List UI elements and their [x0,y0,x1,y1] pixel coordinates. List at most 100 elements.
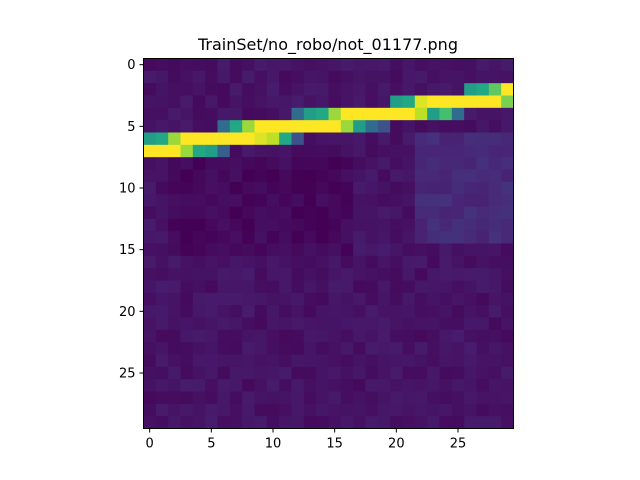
y-tick-label-15: 15 [119,243,136,258]
heatmap-cell-r15-c23 [427,243,440,257]
heatmap-cell-r1-c18 [365,70,379,84]
heatmap-cell-r28-c8 [242,403,255,417]
heatmap-cell-r29-c7 [229,416,243,429]
heatmap-cell-r6-c13 [303,132,317,146]
heatmap-cell-r16-c16 [340,255,354,269]
heatmap-cell-r25-c8 [242,366,255,380]
heatmap-cell-r4-c9 [254,107,268,121]
heatmap-cell-r10-c14 [316,181,329,195]
heatmap-cell-r16-c13 [303,255,317,269]
heatmap-cell-r1-c14 [316,70,329,84]
heatmap-cell-r12-c9 [254,206,268,220]
heatmap-cell-r26-c17 [353,379,366,392]
heatmap-cell-r8-c5 [205,157,218,170]
heatmap-cell-r12-c26 [464,206,477,220]
heatmap-cell-r22-c9 [254,329,268,343]
heatmap-cell-r7-c2 [168,144,181,158]
heatmap-cell-r3-c4 [192,95,206,109]
heatmap-cell-r23-c0 [143,342,157,355]
heatmap-cell-r14-c6 [217,231,231,244]
heatmap-cell-r9-c6 [217,169,231,183]
heatmap-cell-r2-c16 [340,83,354,96]
heatmap-cell-r9-c4 [192,169,206,183]
heatmap-cell-r17-c16 [340,268,354,281]
heatmap-cell-r19-c1 [155,292,169,306]
heatmap-cell-r28-c3 [180,403,194,417]
heatmap-cell-r11-c1 [155,194,169,207]
heatmap-cell-r14-c3 [180,231,194,244]
heatmap-cell-r16-c18 [365,255,379,269]
heatmap-cell-r1-c16 [340,70,354,84]
heatmap-cell-r25-c11 [279,366,292,380]
heatmap-cell-r19-c23 [427,292,440,306]
heatmap-cell-r27-c25 [451,391,465,405]
heatmap-cell-r24-c24 [439,354,453,368]
heatmap-cell-r7-c22 [414,144,428,158]
heatmap-cell-r14-c17 [353,231,366,244]
heatmap-cell-r0-c9 [254,58,268,72]
heatmap-cell-r15-c1 [155,243,169,257]
heatmap-cell-r1-c20 [390,70,403,84]
heatmap-cell-r8-c26 [464,157,477,170]
heatmap-cell-r15-c18 [365,243,379,257]
heatmap-cell-r24-c25 [451,354,465,368]
heatmap-cell-r6-c25 [451,132,465,146]
y-tick-label-5: 5 [127,120,135,135]
heatmap-cell-r28-c21 [402,403,416,417]
heatmap-cell-r21-c0 [143,317,157,331]
heatmap-cell-r22-c26 [464,329,477,343]
heatmap-cell-r10-c29 [501,181,514,195]
heatmap-cell-r15-c14 [316,243,329,257]
heatmap-cell-r15-c2 [168,243,181,257]
heatmap-cell-r14-c23 [427,231,440,244]
heatmap-cell-r9-c27 [476,169,490,183]
heatmap-cell-r26-c4 [192,379,206,392]
heatmap-cell-r25-c29 [501,366,514,380]
heatmap-cell-r20-c21 [402,305,416,318]
heatmap-cell-r25-c24 [439,366,453,380]
heatmap-cell-r28-c20 [390,403,403,417]
heatmap-cell-r14-c11 [279,231,292,244]
heatmap-cell-r24-c21 [402,354,416,368]
heatmap-cell-r3-c19 [377,95,391,109]
heatmap-cell-r5-c16 [340,120,354,133]
heatmap-cell-r11-c2 [168,194,181,207]
heatmap-cell-r27-c21 [402,391,416,405]
heatmap-cell-r19-c5 [205,292,218,306]
heatmap-cell-r15-c24 [439,243,453,257]
heatmap-cell-r12-c15 [328,206,342,220]
heatmap-cell-r15-c15 [328,243,342,257]
heatmap-cell-r19-c16 [340,292,354,306]
heatmap-cell-r11-c21 [402,194,416,207]
heatmap-cell-r29-c14 [316,416,329,429]
heatmap-cell-r28-c13 [303,403,317,417]
heatmap-cell-r21-c13 [303,317,317,331]
heatmap-cell-r19-c2 [168,292,181,306]
heatmap-cell-r11-c10 [266,194,280,207]
heatmap-cell-r18-c4 [192,280,206,294]
heatmap-cell-r29-c23 [427,416,440,429]
heatmap-cell-r29-c20 [390,416,403,429]
heatmap-cell-r21-c4 [192,317,206,331]
heatmap-cell-r13-c26 [464,218,477,232]
heatmap-cell-r3-c0 [143,95,157,109]
heatmap-cell-r16-c20 [390,255,403,269]
heatmap-cell-r22-c21 [402,329,416,343]
heatmap-cell-r23-c10 [266,342,280,355]
heatmap-cell-r22-c4 [192,329,206,343]
heatmap-cell-r9-c10 [266,169,280,183]
heatmap-cell-r2-c29 [501,83,514,96]
heatmap-cell-r20-c20 [390,305,403,318]
heatmap-cell-r23-c6 [217,342,231,355]
heatmap-cell-r19-c24 [439,292,453,306]
heatmap-cell-r2-c9 [254,83,268,96]
heatmap-cell-r8-c15 [328,157,342,170]
heatmap-cell-r17-c28 [488,268,502,281]
heatmap-cell-r24-c12 [291,354,305,368]
heatmap-cell-r10-c26 [464,181,477,195]
heatmap-cell-r4-c25 [451,107,465,121]
heatmap-cell-r27-c3 [180,391,194,405]
heatmap-cell-r23-c3 [180,342,194,355]
heatmap-cell-r3-c22 [414,95,428,109]
heatmap-cell-r9-c11 [279,169,292,183]
